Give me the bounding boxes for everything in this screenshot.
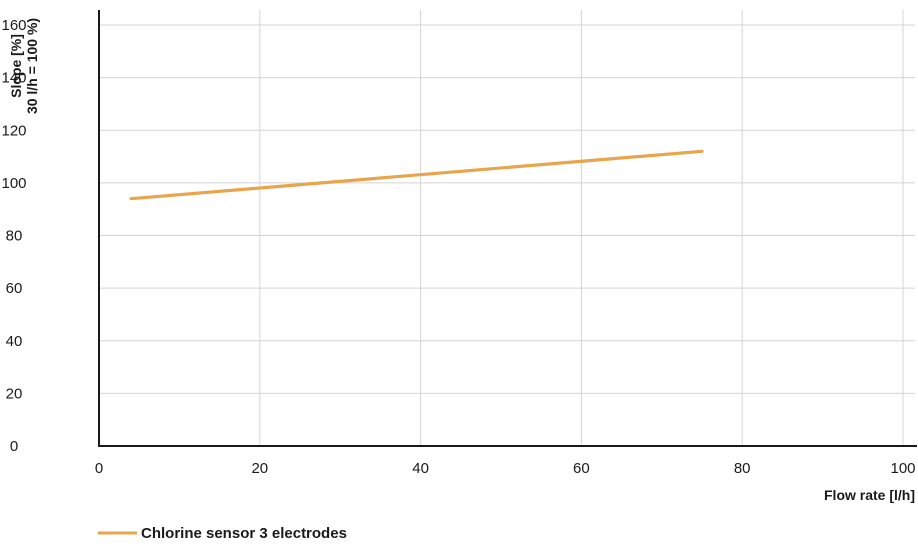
y-axis-title-line-1: Slope [%] xyxy=(8,34,24,98)
y-tick-label: 120 xyxy=(1,122,26,139)
x-tick-label: 40 xyxy=(412,460,429,477)
series xyxy=(129,149,704,201)
x-axis-title: Flow rate [l/h] xyxy=(824,487,915,503)
y-tick-label: 0 xyxy=(10,438,18,455)
legend-label: Chlorine sensor 3 electrodes xyxy=(141,525,347,542)
axes xyxy=(98,10,917,447)
y-tick-label: 40 xyxy=(6,333,23,350)
y-axis-title-line-2: 30 l/h = 100 %) xyxy=(24,18,40,114)
legend: Chlorine sensor 3 electrodes xyxy=(98,525,347,542)
y-tick-label: 140 xyxy=(1,70,26,87)
x-tick-label: 100 xyxy=(890,460,915,477)
x-tick-label: 80 xyxy=(734,460,751,477)
y-tick-label: 80 xyxy=(6,228,23,245)
y-tick-label: 160 xyxy=(1,17,26,34)
y-tick-label: 20 xyxy=(6,385,23,402)
x-tick-labels: 0 20 40 60 80 100 xyxy=(95,460,916,477)
x-tick-label: 60 xyxy=(573,460,590,477)
x-tick-label: 0 xyxy=(95,460,103,477)
y-tick-labels: 0 20 40 60 80 100 120 140 160 xyxy=(1,17,26,455)
y-tick-label: 100 xyxy=(1,175,26,192)
x-tick-label: 20 xyxy=(251,460,268,477)
y-axis-title: Slope [%] 30 l/h = 100 %) xyxy=(8,18,40,114)
y-tick-label: 60 xyxy=(6,280,23,297)
grid xyxy=(99,10,915,446)
series-line xyxy=(129,149,704,201)
